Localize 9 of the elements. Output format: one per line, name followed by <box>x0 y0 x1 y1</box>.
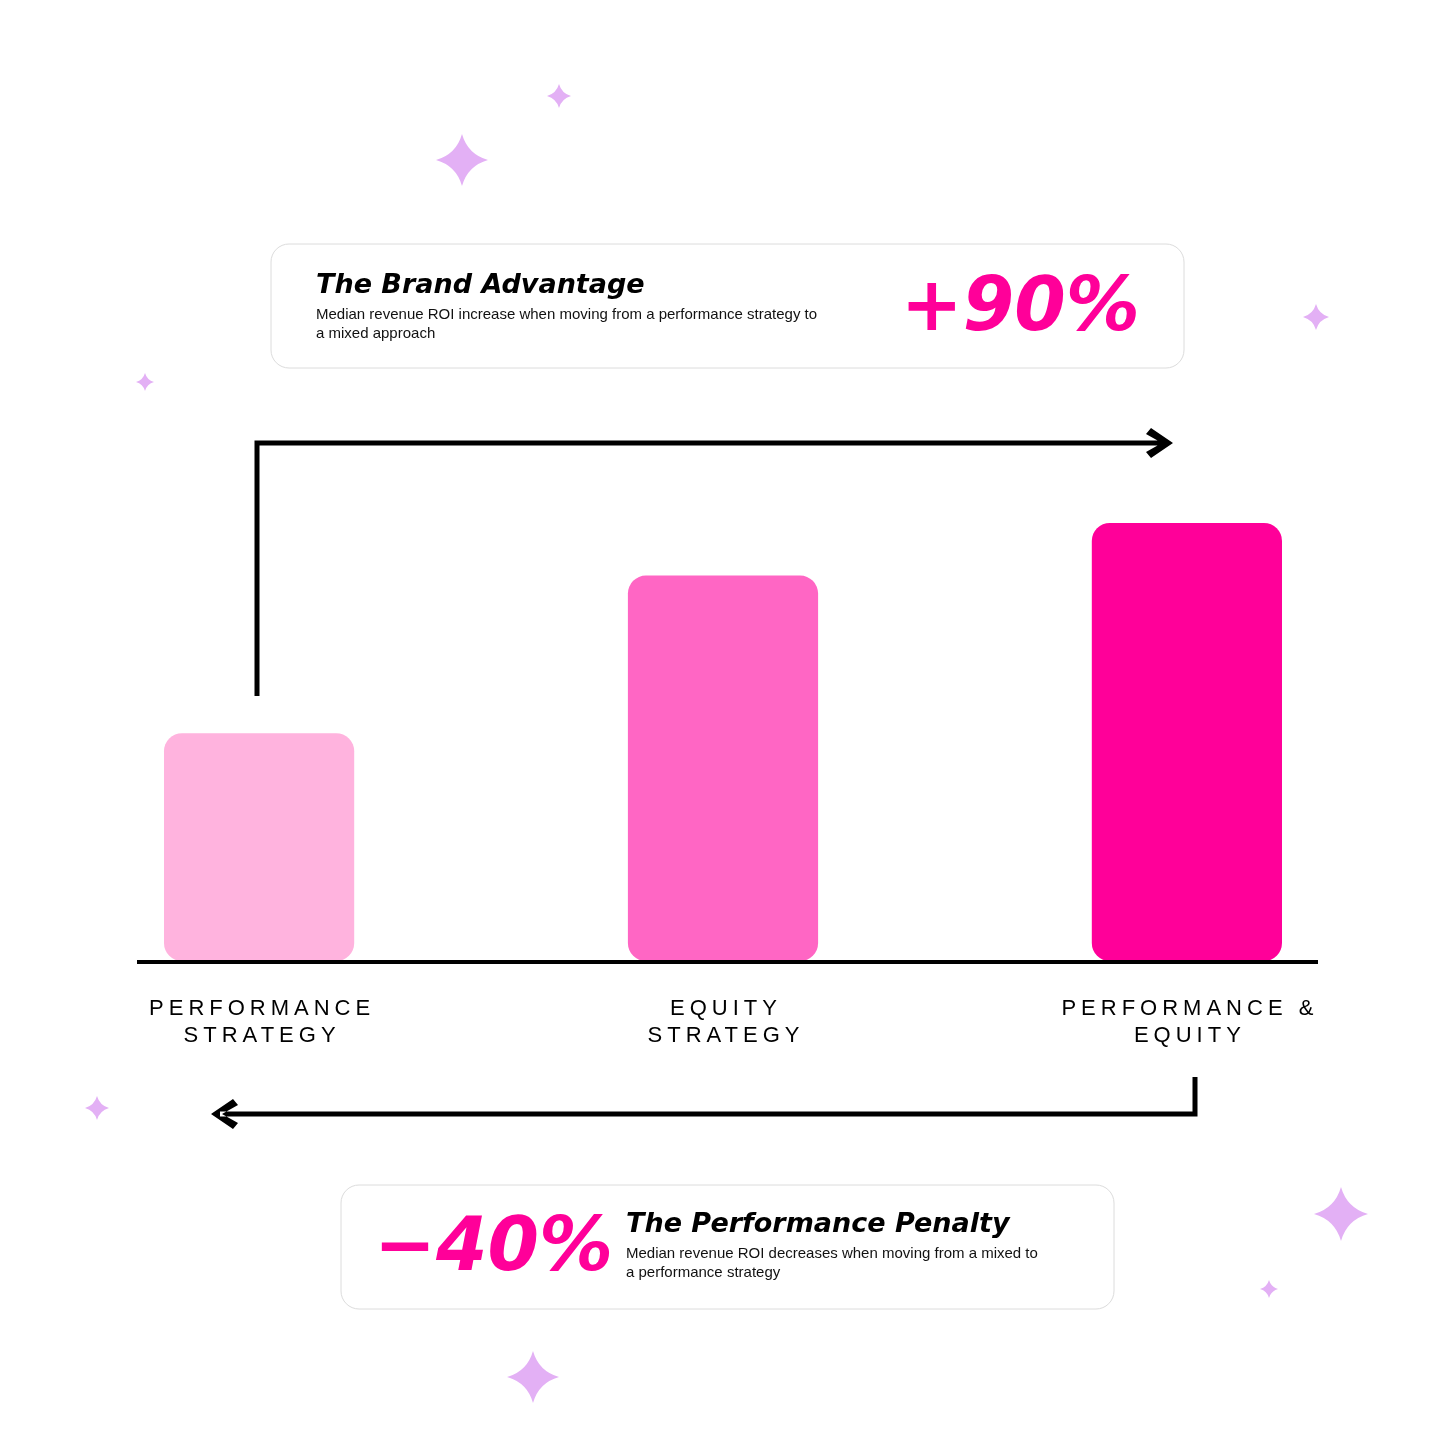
text: Median revenue ROI increase when moving from a performance strategy to a mixed approach <box>316 305 818 341</box>
x-tick-label: PERFORMANCE STRATEGY <box>149 995 376 1047</box>
text: +90% <box>900 261 1140 347</box>
x-tick-label: PERFORMANCE & EQUITY <box>1061 995 1319 1047</box>
text: The Performance Penalty <box>626 1207 1011 1238</box>
x-tick-label: EQUITY STRATEGY <box>647 995 805 1047</box>
text: −40% <box>374 1201 614 1287</box>
text: Median revenue ROI decreases when moving from a mixed to a performance strategy <box>626 1244 1038 1280</box>
text: The Brand Advantage <box>316 268 645 299</box>
